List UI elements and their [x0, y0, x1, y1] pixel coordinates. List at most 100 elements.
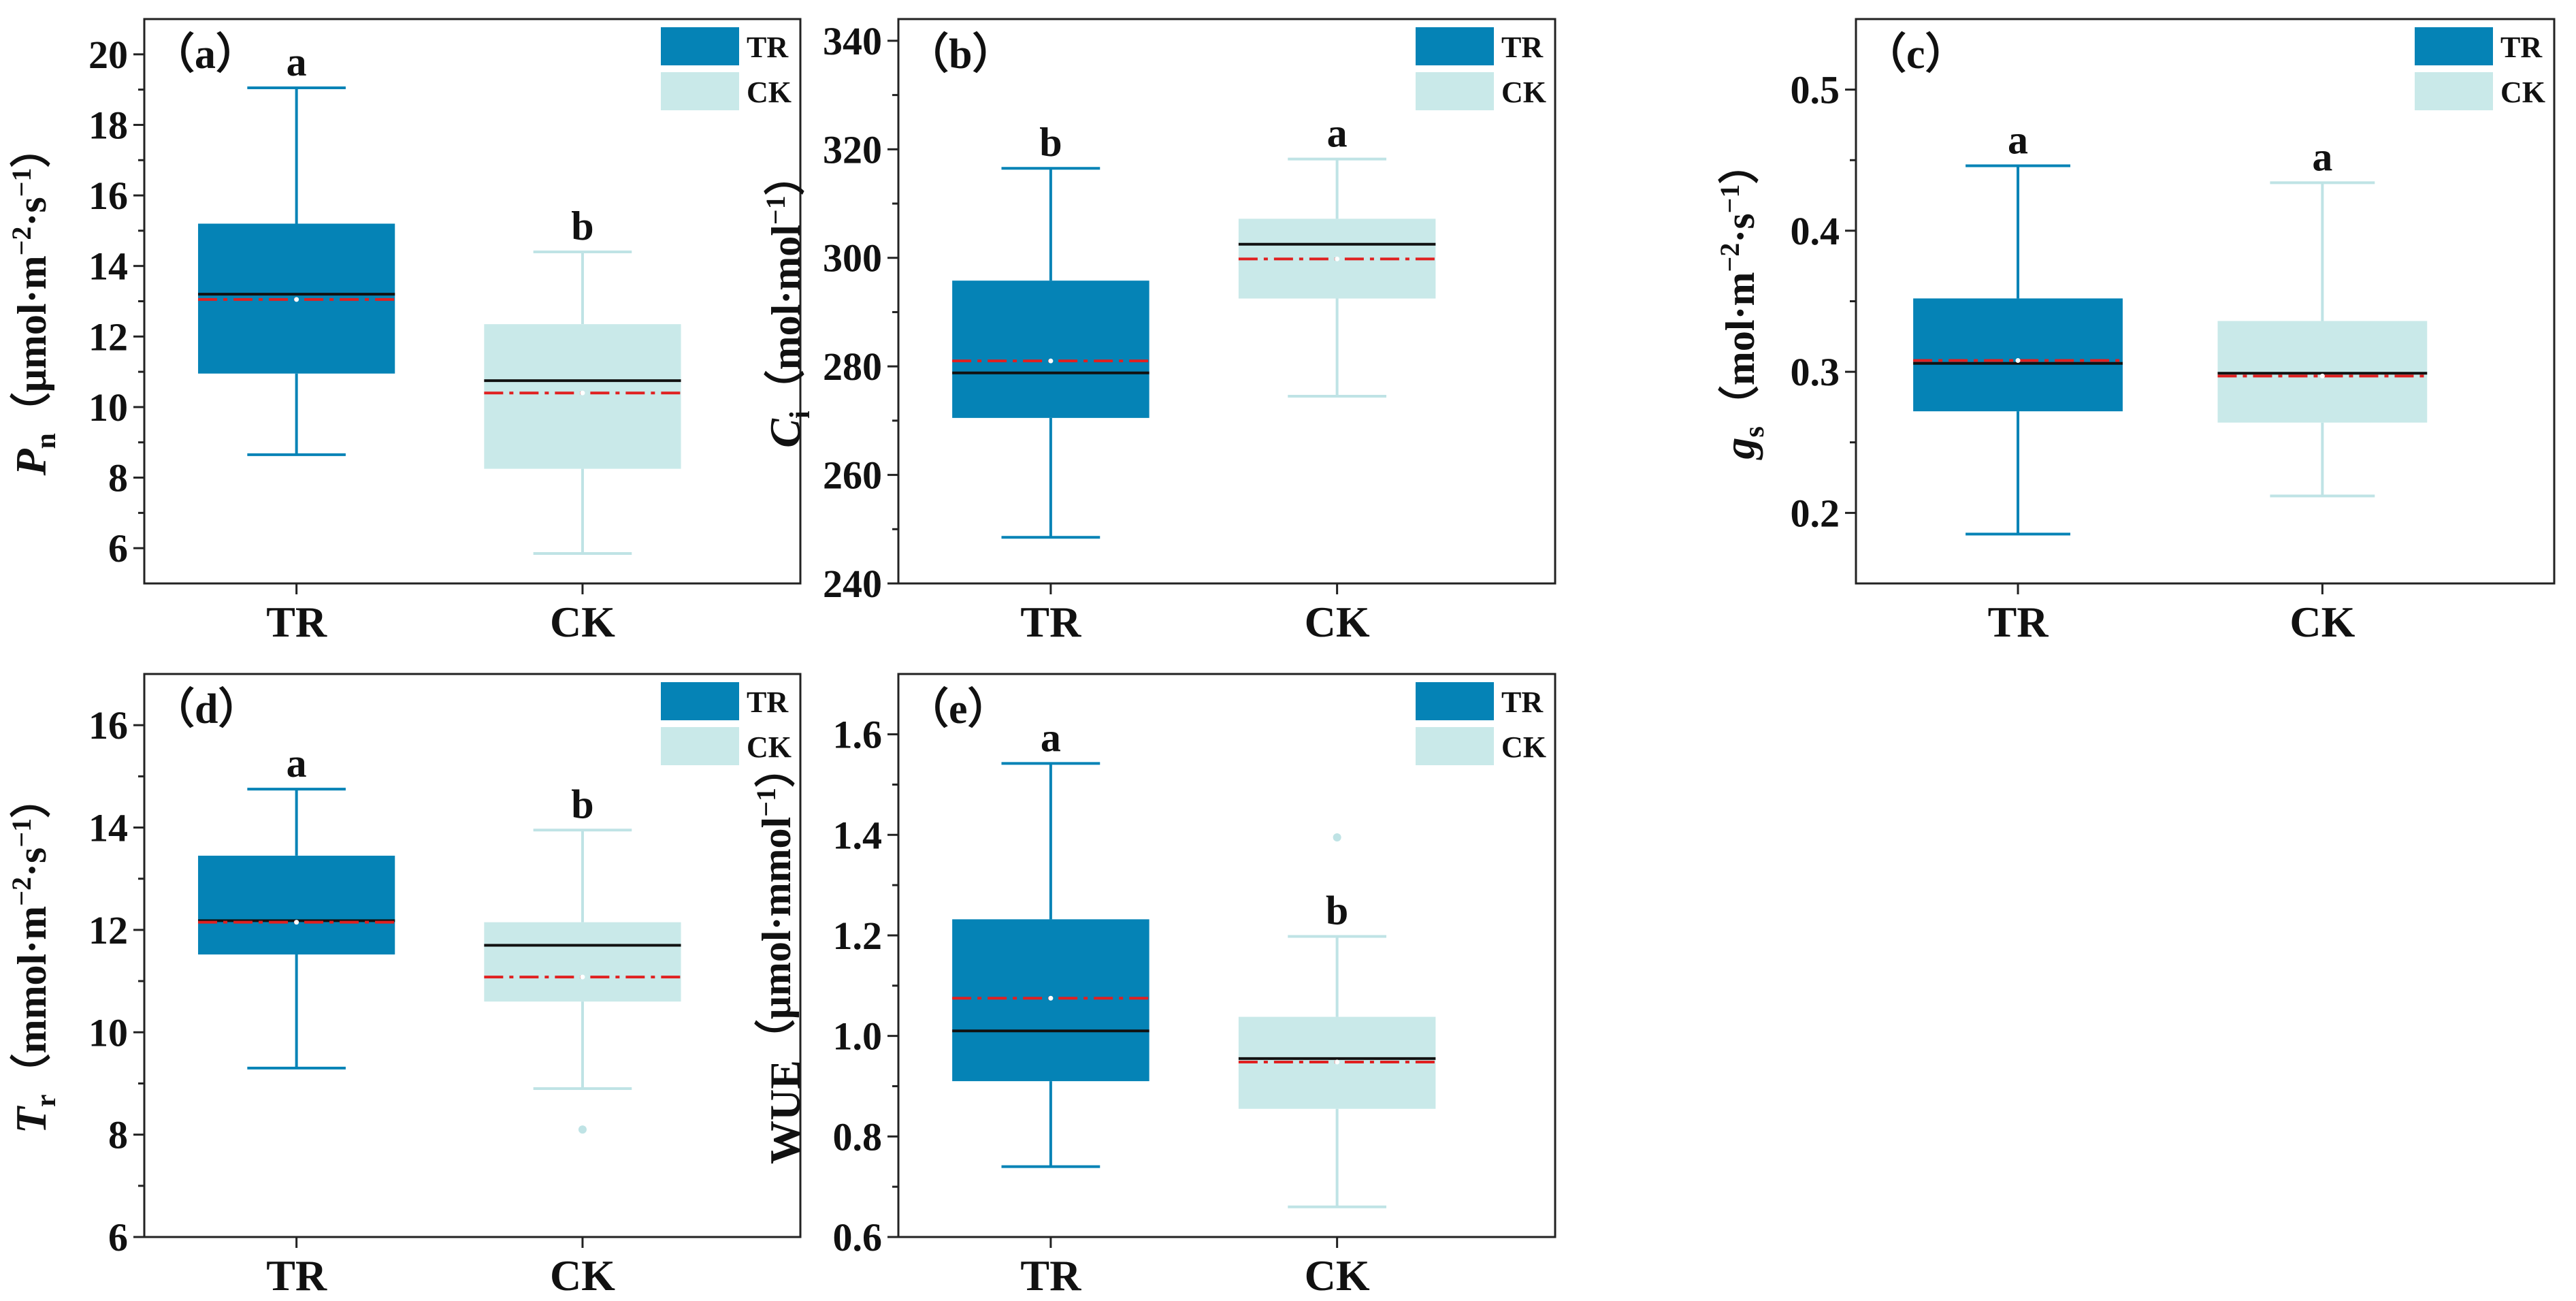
x-category-label: TR [266, 598, 327, 646]
y-tick-label: 10 [88, 1010, 128, 1055]
legend-label-tr: TR [747, 686, 789, 719]
y-axis-label-part: r [31, 1094, 62, 1107]
y-axis-label-part: n [31, 433, 62, 449]
plot-frame [897, 673, 1556, 1238]
y-axis-label-part: ） [763, 155, 809, 195]
panel-label: （c） [1864, 30, 1968, 78]
iqr-box [2217, 321, 2428, 423]
mean-marker [580, 390, 585, 396]
y-axis-label-part: ） [9, 127, 54, 167]
x-category-label: CK [1305, 1251, 1370, 1300]
y-tick-label: 340 [823, 19, 882, 63]
y-tick-label: 0.5 [1791, 68, 1840, 112]
legend-swatch-ck [2415, 72, 2493, 110]
significance-letter: a [1327, 111, 1348, 156]
box-tr: a [1913, 118, 2123, 536]
iqr-box [1913, 298, 2123, 412]
legend-swatch-ck [661, 727, 739, 765]
y-tick-label: 16 [88, 703, 128, 748]
y-axis-label: Ci（mol·mol−1） [760, 155, 816, 447]
y-axis-label-part: （μmol·mmol [753, 817, 799, 1060]
y-axis-label-part: −1 [760, 195, 791, 225]
panel-label: （e） [907, 685, 1010, 733]
y-tick-label: 14 [88, 244, 128, 289]
y-axis-label-part: ·s [10, 848, 54, 877]
panel-c: 0.2 0.3 0.4 0.5 TR CK a a （c） TR CK gs（mol·m−2·s−1） [1714, 18, 2556, 646]
significance-letter: a [2312, 134, 2332, 179]
y-tick-label: 1.2 [833, 914, 883, 958]
iqr-box [198, 855, 395, 954]
box-ck: b [484, 782, 681, 1134]
y-tick-label: 1.6 [833, 713, 883, 757]
panel-e: 0.6 0.8 1.0 1.2 1.4 1.6 TR CK a b （e） TR CK WUE（μmol·… [751, 673, 1556, 1300]
mean-marker [580, 974, 585, 980]
y-tick-label: 8 [108, 1113, 128, 1157]
legend-label-ck: CK [747, 76, 792, 109]
outlier-point [578, 1125, 587, 1134]
panel-label: （b） [907, 30, 1014, 78]
y-tick-label: 300 [823, 236, 882, 280]
y-axis-label-part: −1 [6, 167, 37, 197]
legend: TR CK [1416, 682, 1546, 765]
legend-swatch-ck [1416, 727, 1494, 765]
legend-swatch-tr [661, 682, 739, 720]
y-tick-label: 12 [88, 315, 128, 359]
y-axis-label-part: −1 [6, 818, 37, 848]
y-tick-label: 0.4 [1791, 209, 1840, 253]
significance-letter: a [2008, 118, 2028, 163]
x-category-label: CK [550, 1251, 615, 1300]
iqr-box [952, 280, 1150, 418]
mean-marker [294, 920, 299, 925]
legend: TR CK [1416, 27, 1546, 110]
y-tick-label: 1.4 [833, 813, 883, 857]
x-category-label: TR [266, 1251, 327, 1300]
box-tr: a [198, 39, 395, 456]
box-tr: b [952, 120, 1150, 539]
y-axis-label: Pn（μmol·m−2·s−1） [6, 127, 62, 476]
outlier-point [1333, 833, 1341, 841]
legend-label-ck: CK [2500, 76, 2545, 109]
y-axis-label-part: （mol·m [1717, 272, 1763, 426]
x-category-label: TR [1020, 1251, 1081, 1300]
y-tick-label: 20 [88, 33, 128, 77]
legend-label-ck: CK [747, 730, 792, 764]
box-tr: a [952, 715, 1150, 1168]
legend: TR CK [661, 682, 792, 765]
panel-b: 240 260 280 300 320 340 TR CK b a （b） TR CK Ci（mol·mo… [760, 18, 1556, 646]
x-category-label: TR [1988, 598, 2049, 646]
panel-label: （a） [152, 30, 258, 78]
legend-label-ck: CK [1501, 76, 1546, 109]
iqr-box [484, 922, 681, 1002]
y-tick-label: 280 [823, 344, 882, 389]
y-axis-label-part: i [785, 411, 816, 419]
significance-letter: b [1039, 120, 1062, 165]
box-tr: a [198, 741, 395, 1070]
y-tick-label: 1.0 [833, 1014, 883, 1059]
x-category-label: CK [550, 598, 615, 646]
y-tick-label: 320 [823, 127, 882, 172]
plot-frame [897, 18, 1556, 585]
y-axis-label-part: （mmol·m [9, 906, 54, 1095]
legend-label-tr: TR [1501, 31, 1544, 64]
x-category-label: CK [2289, 598, 2355, 646]
mean-marker [2319, 373, 2325, 379]
y-tick-label: 0.6 [833, 1215, 883, 1259]
y-axis-label-part: ） [753, 747, 799, 788]
panel-label: （d） [152, 685, 260, 733]
legend-swatch-tr [2415, 27, 2493, 65]
legend: TR CK [2415, 27, 2545, 110]
y-tick-label: 6 [108, 526, 128, 571]
x-category-label: CK [1305, 598, 1370, 646]
legend-swatch-tr [661, 27, 739, 65]
y-tick-label: 0.3 [1791, 350, 1840, 394]
mean-marker [294, 297, 299, 302]
legend-swatch-ck [661, 72, 739, 110]
significance-letter: a [1041, 715, 1061, 760]
panel-a: 6 8 10 12 14 16 18 20 TR CK a b （a） TR CK Pn（μmol·m−2·s… [6, 18, 802, 646]
y-axis-label-part: s [1739, 426, 1770, 437]
y-tick-label: 10 [88, 385, 128, 430]
y-axis-label-part: −2 [6, 877, 37, 906]
legend-swatch-ck [1416, 72, 1494, 110]
significance-letter: b [571, 204, 593, 248]
